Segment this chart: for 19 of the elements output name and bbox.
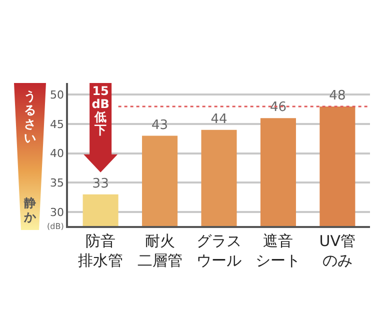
- data-label: 46: [270, 100, 286, 116]
- x-tick-label: 遮音シート: [256, 232, 301, 270]
- data-label: 44: [210, 112, 228, 127]
- data-label: 33: [92, 176, 109, 192]
- y-tick-label: 45: [50, 118, 64, 131]
- x-tick-label: グラスウール: [196, 232, 242, 270]
- y-tick-label: 30: [50, 206, 64, 219]
- data-label: 43: [152, 118, 168, 133]
- y-axis-title: (dB): [47, 222, 64, 231]
- text: 静か: [22, 196, 37, 224]
- x-tick-label: 耐火二層管: [137, 232, 182, 270]
- x-tick-label: 防音排水管: [78, 232, 124, 270]
- annotation: 15 dB 低下: [90, 84, 110, 137]
- text: うるさい: [23, 89, 37, 145]
- x-tick-label: UV管のみ: [319, 232, 356, 270]
- data-label: 48: [329, 88, 346, 104]
- y-tick-label: 50: [50, 88, 64, 102]
- y-tick-label: 40: [50, 147, 64, 160]
- y-tick-label: 35: [50, 176, 64, 190]
